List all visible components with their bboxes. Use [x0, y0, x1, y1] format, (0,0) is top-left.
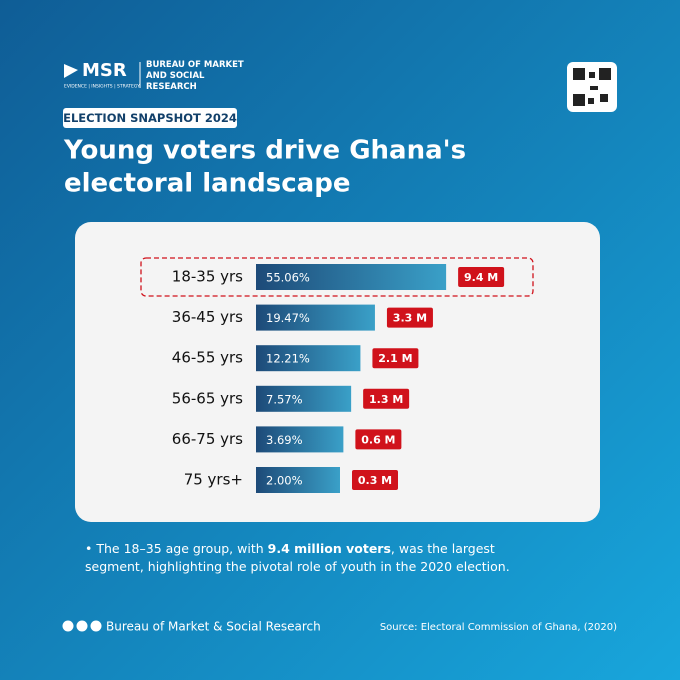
logo-icon: [64, 64, 78, 78]
voters-box: [363, 388, 410, 409]
category-label: 75 yrs+: [184, 471, 243, 489]
voters-label: 1.3 M: [369, 393, 403, 406]
voters-label: 0.6 M: [361, 433, 395, 446]
voters-box: [352, 470, 398, 490]
category-label: 18-35 yrs: [172, 268, 243, 286]
source: Source: Electoral Commission of Ghana, (…: [380, 622, 617, 633]
value-label: 55.06%: [266, 271, 310, 285]
tagline: EVIDENCE | INSIGHTS | STRATEGY: [64, 84, 140, 90]
voters-box: [355, 429, 402, 450]
voters-box: [458, 267, 505, 287]
voters-box: [372, 348, 419, 369]
value-label: 3.69%: [266, 433, 303, 447]
bar: [256, 345, 361, 372]
bar: [256, 385, 352, 412]
category-label: 56-65 yrs: [172, 389, 243, 407]
bar: [256, 264, 447, 290]
category-label: 46-55 yrs: [172, 349, 243, 367]
badge-bg: [63, 108, 237, 128]
note-text: The 18–35 age group, with: [96, 541, 268, 556]
category-label: 36-45 yrs: [172, 308, 243, 326]
highlight-box: [140, 257, 534, 297]
voters-label: 0.3 M: [358, 474, 392, 487]
voters-label: 3.3 M: [393, 312, 427, 325]
brand-box: BUREAU OF MARKET AND SOCIAL RESEARCH: [146, 60, 244, 90]
voters-label: 2.1 M: [378, 352, 412, 365]
social-icons: [62, 620, 102, 632]
voters-label: 9.4 M: [464, 271, 498, 284]
note-bold: 9.4 million voters: [267, 541, 391, 556]
value-label: 19.47%: [266, 311, 310, 325]
voters-box: [386, 307, 433, 328]
title: electoral landscape: [64, 169, 350, 199]
logo: MSR: [82, 60, 127, 81]
value-label: 2.00%: [266, 474, 303, 488]
footer-org: Bureau of Market & Social Research: [106, 620, 321, 634]
brand-name: BUREAU OF MARKET AND SOCIAL RESEARCH: [146, 60, 244, 90]
chart-panel: [75, 222, 600, 522]
badge: ELECTION SNAPSHOT 2024: [63, 111, 237, 125]
value-label: 7.57%: [266, 392, 303, 406]
bar: [256, 467, 340, 493]
note-text: , was the largest segment, highlighting …: [85, 541, 510, 574]
bar: [256, 426, 344, 453]
value-label: 12.21%: [266, 352, 310, 366]
category-label: 66-75 yrs: [172, 430, 243, 448]
chart: 18-35 yrs 55.06% 9.4 M 36-45 yrs 19.47% 3.3 M…: [140, 257, 534, 493]
note: • The 18–35 age group, with 9.4 million …: [85, 541, 510, 574]
title: Young voters drive Ghana's: [63, 136, 466, 166]
qr-pattern: [573, 68, 611, 106]
bar: [256, 304, 375, 331]
